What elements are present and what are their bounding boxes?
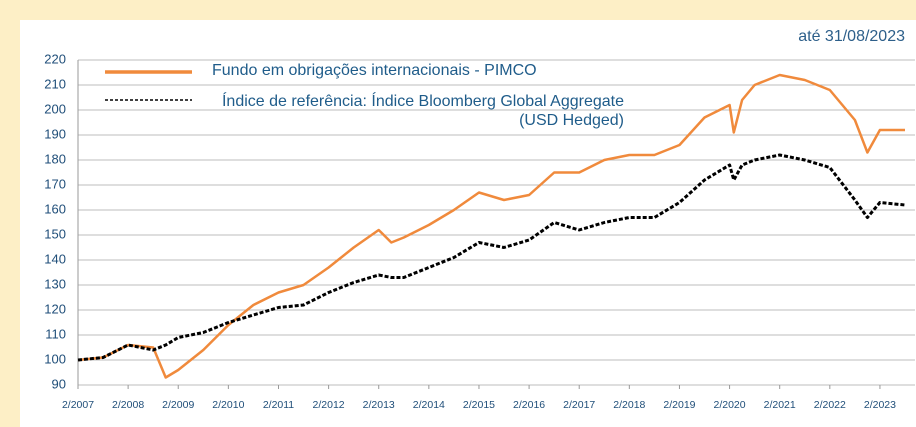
series-line: [77, 153, 906, 362]
legend-label: Índice de referência: Índice Bloomberg G…: [221, 93, 624, 129]
x-tick-label: 2/2017: [563, 399, 595, 411]
panel: [20, 20, 916, 427]
x-tick-label: 2/2008: [112, 399, 144, 411]
y-tick-label: 140: [44, 251, 66, 266]
x-tick-label: 2/2013: [363, 399, 395, 411]
y-tick-label: 200: [44, 101, 66, 116]
date-note: até 31/08/2023: [798, 28, 905, 45]
x-tick-label: 2/2007: [62, 399, 94, 411]
y-tick-label: 110: [45, 326, 66, 341]
y-tick-label: 120: [44, 301, 66, 316]
y-tick-label: 130: [44, 276, 66, 291]
x-tick-label: 2/2011: [263, 399, 294, 411]
legend-label: Fundo em obrigações internacionais - PIM…: [212, 62, 537, 79]
x-tick-label: 2/2021: [764, 399, 796, 411]
x-tick-label: 2/2016: [513, 399, 545, 411]
y-tick-label: 190: [44, 126, 66, 141]
x-tick-label: 2/2010: [212, 399, 244, 411]
y-tick-label: 220: [44, 51, 66, 66]
y-tick-label: 100: [44, 351, 66, 366]
x-tick-label: 2/2019: [663, 399, 695, 411]
x-tick-label: 2/2014: [413, 399, 445, 411]
y-tick-label: 210: [44, 76, 66, 91]
y-tick-label: 160: [44, 201, 66, 216]
x-tick-label: 2/2009: [162, 399, 194, 411]
series-line: [77, 73, 905, 379]
x-tick-label: 2/2015: [463, 399, 495, 411]
x-tick-label: 2/2020: [714, 399, 746, 411]
y-tick-label: 170: [44, 176, 66, 191]
x-tick-label: 2/2022: [814, 399, 846, 411]
x-tick-label: 2/2012: [313, 399, 345, 411]
x-tick-label: 2/2023: [864, 399, 896, 411]
y-tick-label: 90: [52, 376, 66, 391]
y-tick-label: 180: [44, 151, 66, 166]
y-tick-label: 150: [44, 226, 66, 241]
x-tick-label: 2/2018: [613, 399, 645, 411]
